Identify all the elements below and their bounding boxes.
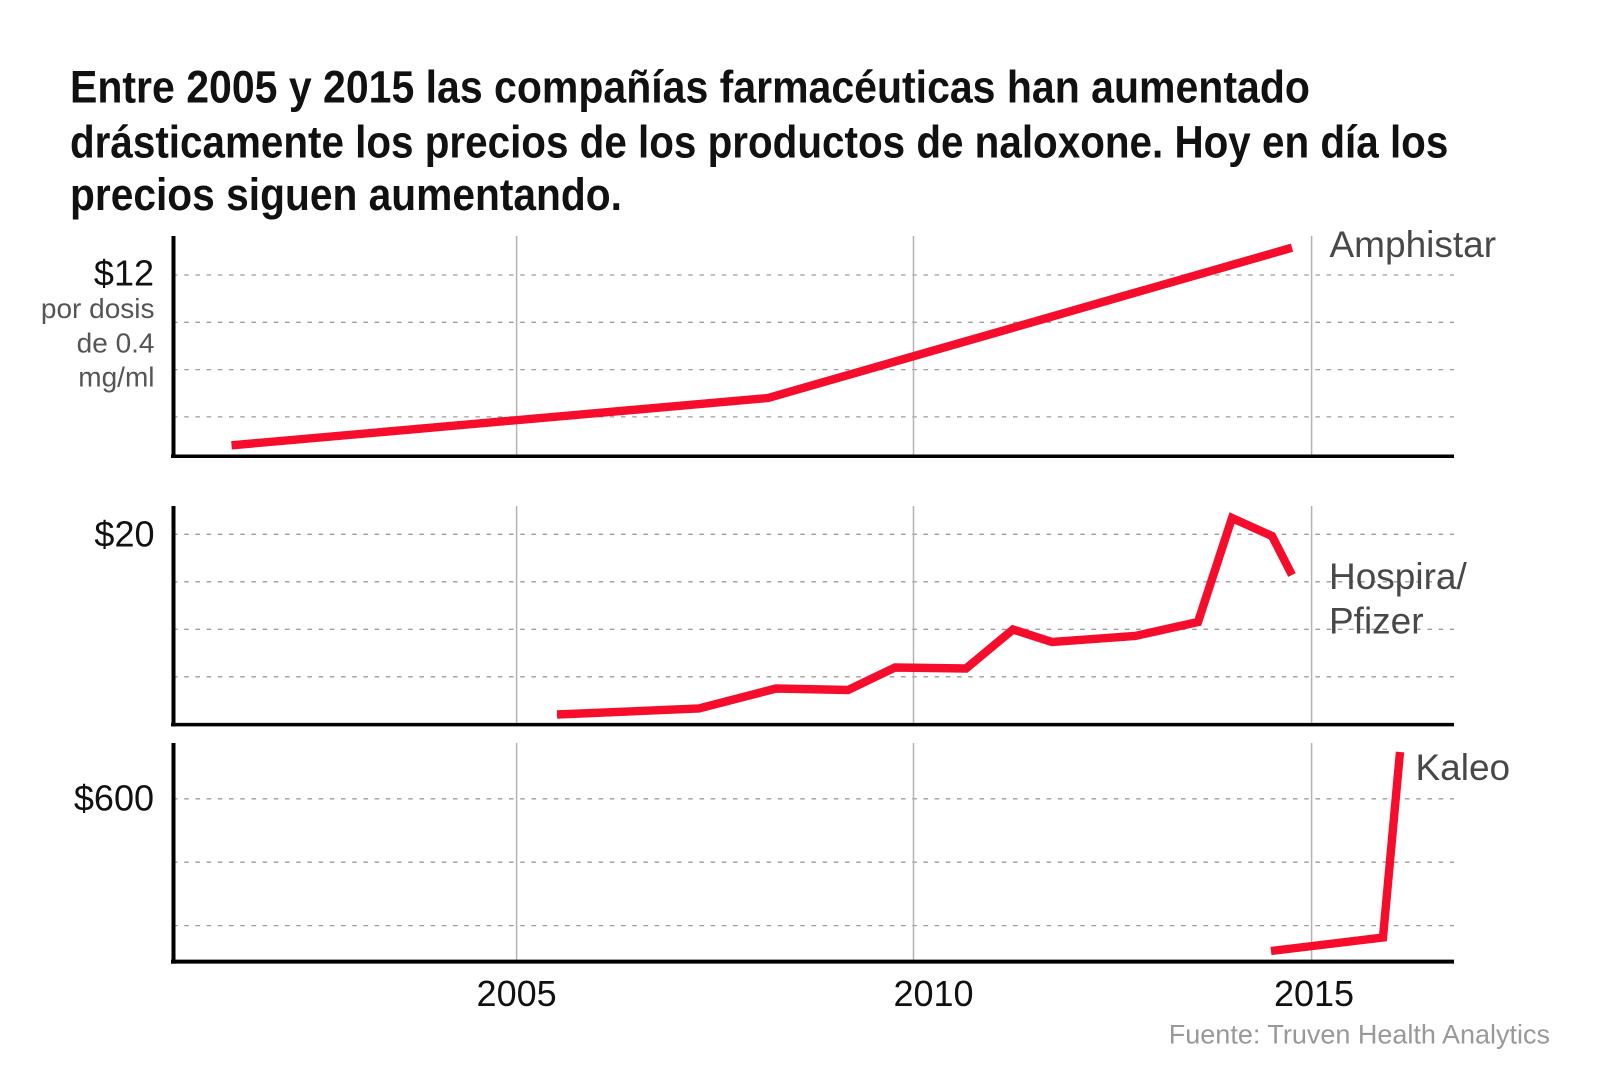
svg-text:Kaleo: Kaleo bbox=[1416, 747, 1511, 788]
svg-text:$12: $12 bbox=[94, 253, 154, 294]
svg-text:Fuente: Truven Health Analytic: Fuente: Truven Health Analytics bbox=[1169, 1020, 1550, 1050]
svg-text:Entre 2005 y 2015 las compañía: Entre 2005 y 2015 las compañías farmacéu… bbox=[70, 63, 1310, 113]
svg-text:$20: $20 bbox=[94, 513, 154, 554]
svg-text:Pfizer: Pfizer bbox=[1329, 601, 1424, 642]
svg-text:$600: $600 bbox=[74, 778, 154, 819]
svg-text:2010: 2010 bbox=[893, 973, 973, 1014]
svg-text:de 0.4: de 0.4 bbox=[77, 328, 155, 359]
svg-text:precios siguen aumentando.: precios siguen aumentando. bbox=[70, 170, 622, 220]
svg-text:2015: 2015 bbox=[1274, 973, 1354, 1014]
svg-text:drásticamente los precios de l: drásticamente los precios de los product… bbox=[70, 118, 1448, 169]
svg-text:por dosis: por dosis bbox=[41, 293, 155, 324]
svg-text:mg/ml: mg/ml bbox=[78, 361, 154, 392]
svg-text:2005: 2005 bbox=[477, 973, 557, 1014]
svg-text:Hospira/: Hospira/ bbox=[1329, 556, 1467, 597]
svg-text:Amphistar: Amphistar bbox=[1330, 224, 1497, 265]
